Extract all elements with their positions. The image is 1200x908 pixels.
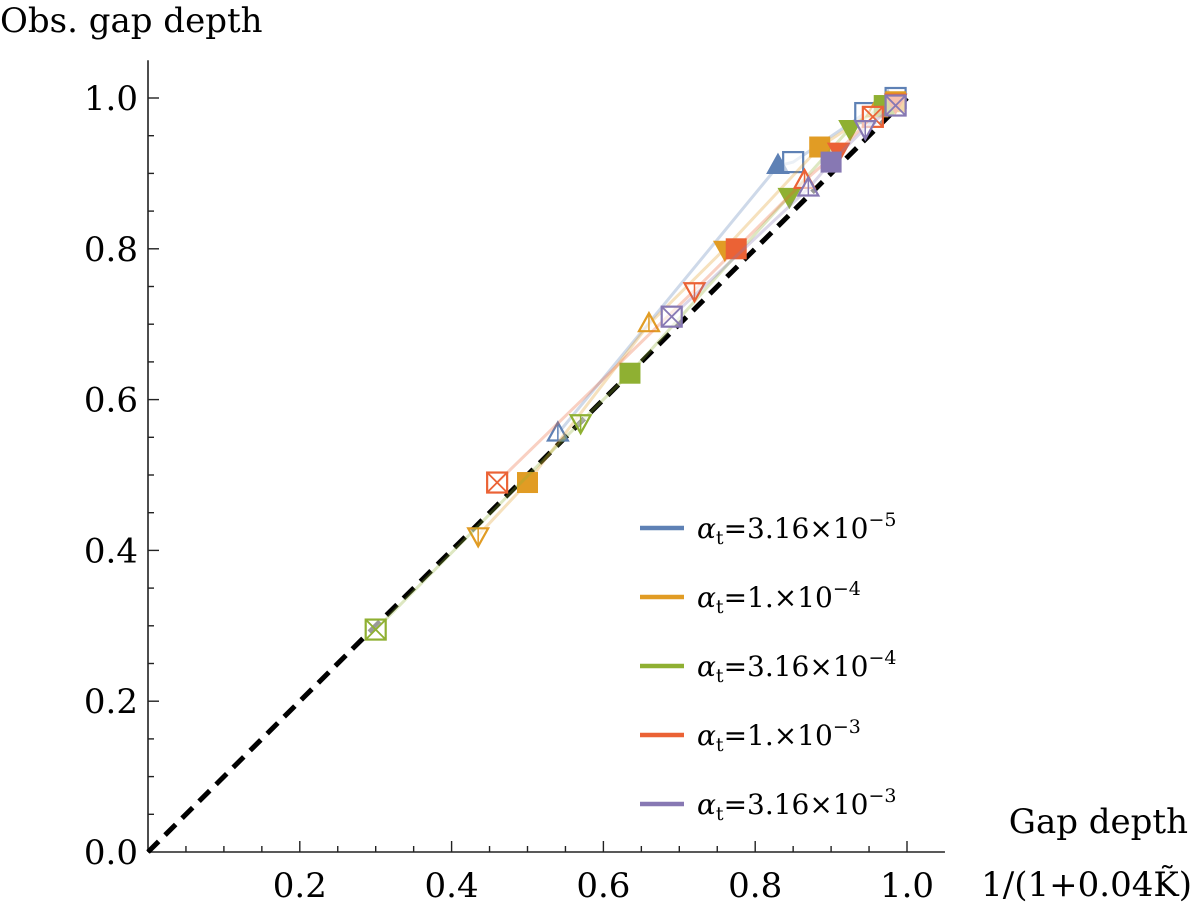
y-tick-label: 0.0	[84, 833, 138, 873]
data-point-square-open	[782, 150, 805, 174]
legend-label: αt=3.16×10−4	[697, 647, 896, 687]
legend-item: αt=3.16×10−3	[640, 785, 896, 825]
data-point-tri-down-filled	[838, 120, 862, 142]
x-tick-label: 0.6	[576, 866, 630, 906]
y-tick-label: 0.2	[84, 682, 138, 722]
legend-item: αt=1.×10−4	[640, 578, 861, 618]
data-series	[364, 86, 908, 641]
data-point-square-filled	[517, 472, 538, 494]
legend-label: αt=1.×10−3	[697, 716, 861, 756]
marker-detail	[486, 471, 508, 494]
axes: 0.2 0.4 0.6 0.8 1.0 0.0 0.2 0.4 0.6 0.8 1.0	[84, 60, 945, 906]
marker-detail	[884, 94, 907, 117]
data-point-tri-down-filled	[777, 187, 802, 210]
x-axis-formula: 1/(1+0.04K̃)	[981, 865, 1192, 905]
legend-item: αt=1.×10−3	[640, 716, 861, 756]
marker-detail	[661, 306, 683, 328]
data-point-square-filled	[619, 362, 641, 384]
legend-label: αt=3.16×10−3	[697, 785, 896, 825]
x-tick-label: 0.4	[425, 866, 479, 906]
legend-item: αt=3.16×10−4	[640, 647, 896, 687]
data-point-square-filled	[725, 238, 747, 260]
y-tick-label: 0.8	[84, 230, 138, 270]
y-axis-title: Obs. gap depth	[0, 1, 263, 41]
series-3	[364, 95, 895, 641]
legend-item: αt=3.16×10−5	[640, 509, 896, 549]
series-5	[660, 94, 907, 328]
data-point-square-filled	[820, 151, 842, 173]
y-tick-label: 1.0	[84, 79, 138, 119]
y-axis-ticks: 0.0 0.2 0.4 0.6 0.8 1.0	[84, 79, 159, 873]
legend-label: αt=1.×10−4	[697, 578, 861, 618]
x-tick-label: 0.8	[728, 866, 782, 906]
x-axis-ticks: 0.2 0.4 0.6 0.8 1.0	[185, 841, 934, 906]
legend-label: αt=3.16×10−5	[697, 509, 896, 549]
series-line	[670, 104, 897, 318]
y-tick-label: 0.4	[84, 531, 138, 571]
x-tick-label: 0.2	[273, 866, 327, 906]
x-axis-title: Gap depth	[1009, 802, 1188, 842]
marker-detail	[365, 618, 387, 641]
x-tick-label: 1.0	[880, 866, 934, 906]
legend: αt=3.16×10−5 αt=1.×10−4 αt=3.16×10−4 αt=1.×…	[640, 509, 896, 825]
y-tick-label: 0.6	[84, 381, 138, 421]
